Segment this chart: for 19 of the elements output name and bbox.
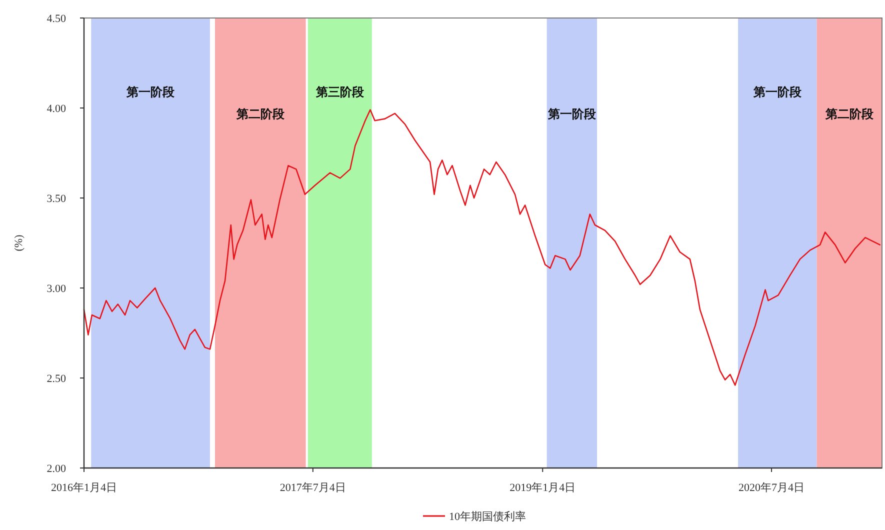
y-tick-label: 4.50 — [46, 13, 66, 25]
legend: 10年期国债利率 — [423, 511, 526, 523]
x-tick-label: 2019年1月4日 — [510, 482, 576, 494]
band-label: 第一阶段 — [126, 85, 176, 99]
y-tick-label: 3.50 — [46, 193, 66, 205]
x-tick-label: 2017年7月4日 — [280, 482, 346, 494]
x-tick-label: 2016年1月4日 — [51, 482, 117, 494]
x-tick-label: 2020年7月4日 — [738, 482, 805, 494]
y-tick-label: 2.50 — [46, 373, 66, 385]
y-tick-label: 3.00 — [46, 283, 66, 295]
band-label: 第一阶段 — [752, 85, 802, 99]
band-label: 第三阶段 — [314, 85, 365, 99]
y-axis-title: (%) — [13, 234, 25, 252]
legend-label: 10年期国债利率 — [449, 510, 526, 523]
band-label: 第一阶段 — [546, 107, 597, 121]
y-tick-label: 2.00 — [46, 463, 66, 475]
band-label: 第二阶段 — [824, 107, 874, 121]
y-tick-label: 4.00 — [46, 103, 66, 115]
band-label: 第二阶段 — [235, 107, 286, 121]
